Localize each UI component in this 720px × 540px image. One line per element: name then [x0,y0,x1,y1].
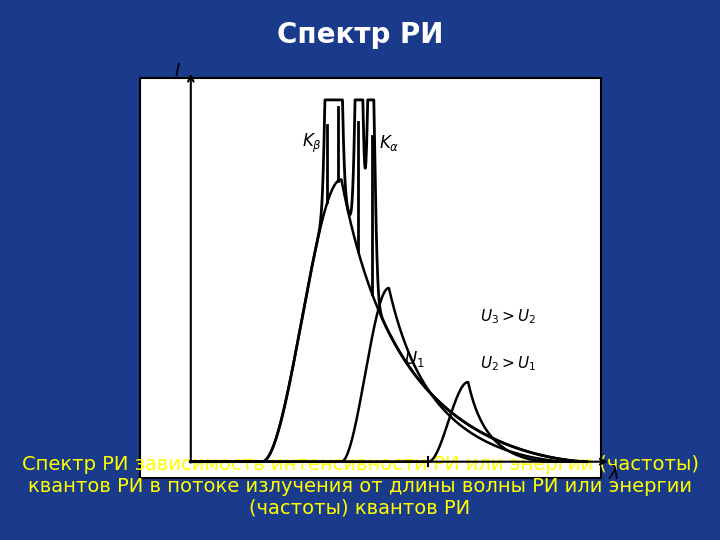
Text: $U_1$: $U_1$ [404,349,425,369]
Bar [140,78,601,478]
Text: $K_\alpha$: $K_\alpha$ [379,133,399,153]
Text: I: I [174,62,179,80]
Text: $U_3 > U_2$: $U_3 > U_2$ [480,308,536,326]
Text: $K_\beta$: $K_\beta$ [302,132,322,155]
Text: λ: λ [609,465,620,483]
Text: Спектр РИ зависимость интенсивности РИ или энергии (частоты)
квантов РИ в потоке: Спектр РИ зависимость интенсивности РИ и… [22,455,698,517]
Text: $U_2 > U_1$: $U_2 > U_1$ [480,355,536,373]
Text: Спектр РИ: Спектр РИ [276,21,444,49]
